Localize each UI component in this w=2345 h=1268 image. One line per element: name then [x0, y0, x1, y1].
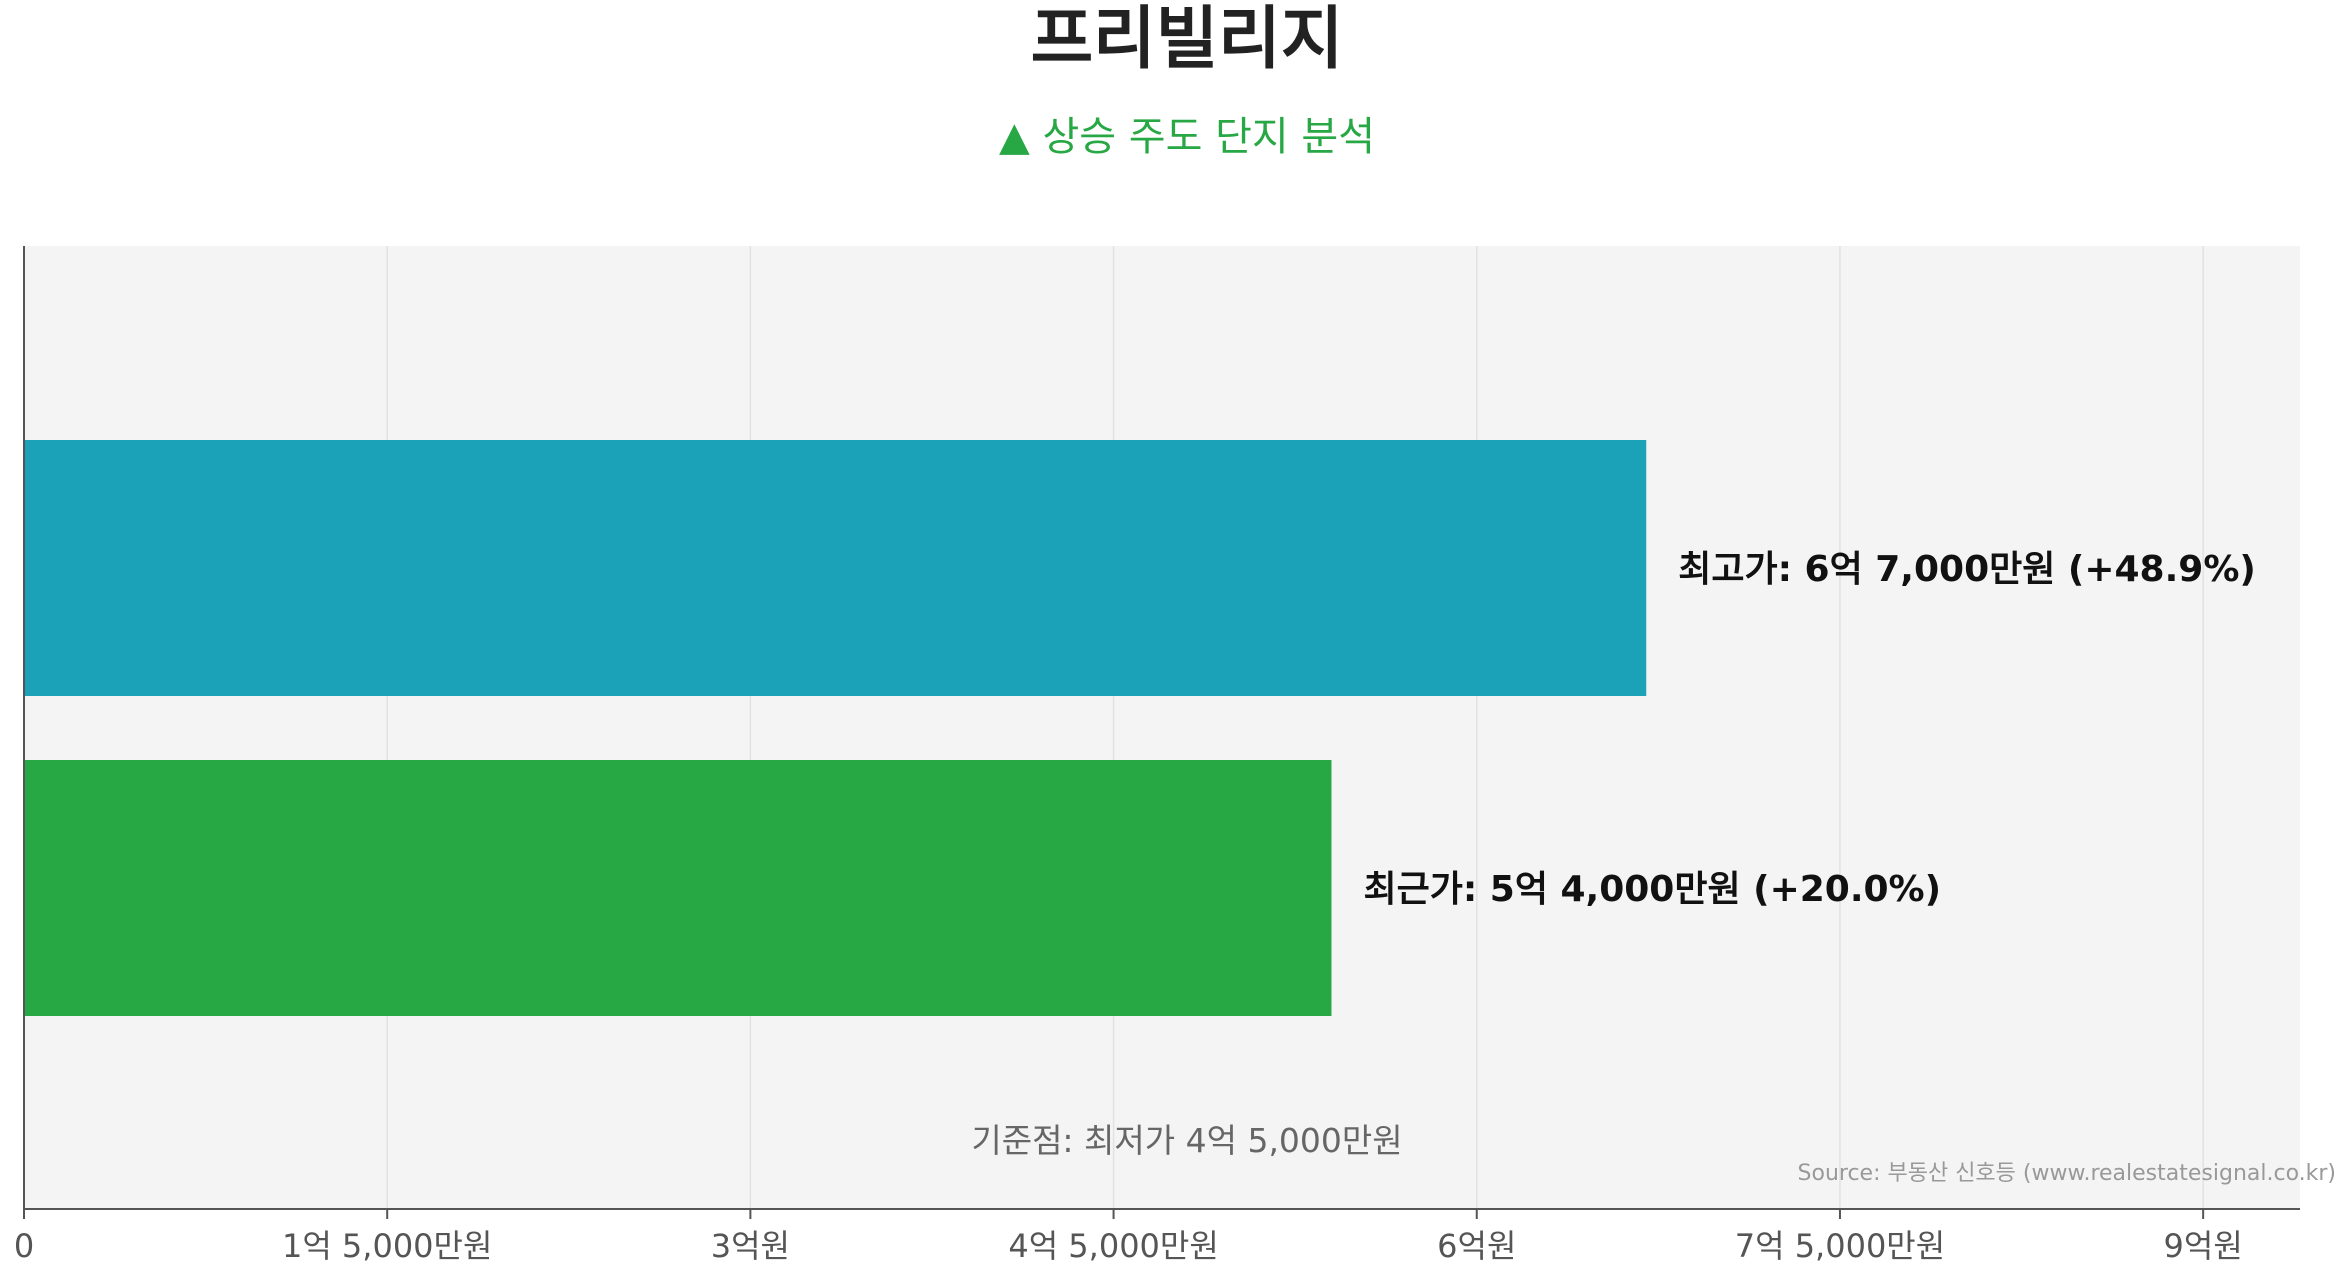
x-tick-label: 6억원	[1437, 1227, 1516, 1265]
plot-area	[24, 246, 2300, 1209]
x-tick-label: 1억 5,000만원	[282, 1227, 492, 1265]
gridlines	[386, 246, 2204, 1209]
bar-value-label: 최고가: 6억 7,000만원 (+48.9%)	[1678, 549, 2256, 590]
baseline-annotation: 기준점: 최저가 4억 5,000만원	[971, 1121, 1402, 1160]
bar-highest-price	[24, 440, 1647, 696]
x-tick-label: 4억 5,000만원	[1008, 1227, 1218, 1265]
chart-subtitle: ▲ 상승 주도 단지 분석	[999, 114, 1375, 160]
bars	[24, 440, 1647, 1016]
x-tick-label: 3억원	[711, 1227, 790, 1265]
chart-title: 프리빌리지	[1031, 0, 1344, 79]
bar-labels: 최고가: 6억 7,000만원 (+48.9%) 최근가: 5억 4,000만원 …	[1363, 549, 2255, 910]
x-axis-ticks: 0 1억 5,000만원 3억원 4억 5,000만원 6억원 7억 5,000만원 9억원	[14, 1209, 2243, 1265]
x-tick-label: 0	[14, 1227, 34, 1265]
x-tick-label: 7억 5,000만원	[1735, 1227, 1945, 1265]
source-note: Source: 부동산 신호등 (www.realestatesignal.co…	[1798, 1161, 2336, 1186]
bar-recent-price	[24, 760, 1332, 1016]
bar-value-label: 최근가: 5억 4,000만원 (+20.0%)	[1363, 869, 1941, 910]
x-tick-label: 9억원	[2164, 1227, 2243, 1265]
